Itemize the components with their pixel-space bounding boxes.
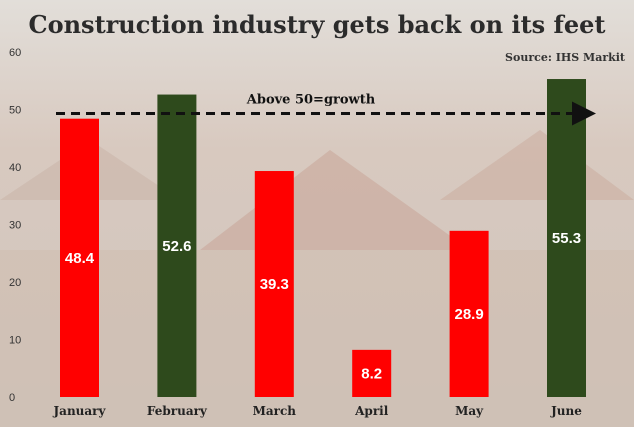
bar-value-label: 55.3 — [552, 230, 581, 247]
bar-value-label: 28.9 — [454, 306, 483, 323]
y-tick-label: 20 — [9, 277, 21, 289]
x-tick-label: February — [147, 404, 208, 418]
bar-january — [60, 118, 99, 397]
reference-line-label: Above 50=growth — [246, 93, 376, 108]
x-tick-label: May — [455, 404, 484, 418]
x-tick-label: March — [253, 404, 297, 418]
reference-line-group: Above 50=growth — [56, 93, 596, 126]
bar-value-label: 52.6 — [162, 238, 191, 255]
y-axis: 0 10 20 30 40 50 60 — [9, 47, 21, 404]
bar-may — [449, 230, 489, 397]
x-tick-label: April — [354, 404, 389, 418]
x-tick-label: January — [53, 404, 107, 418]
chart-title: Construction industry gets back on its f… — [29, 10, 606, 39]
bar-value-label: 8.2 — [361, 365, 382, 382]
y-tick-label: 50 — [9, 105, 21, 117]
bars: 48.4 52.6 39.3 8.2 28.9 55.3 — [60, 79, 586, 398]
bar-june — [547, 79, 586, 398]
bar-march — [254, 171, 294, 397]
bar-value-label: 48.4 — [65, 250, 95, 267]
bar-april — [352, 349, 392, 397]
bar-value-label: 39.3 — [260, 276, 289, 293]
y-tick-label: 60 — [9, 47, 21, 59]
x-axis: January February March April May June — [53, 404, 583, 418]
y-tick-label: 10 — [9, 335, 21, 347]
x-tick-label: June — [550, 404, 582, 418]
y-tick-label: 0 — [9, 392, 15, 404]
source-note: Source: IHS Markit — [505, 51, 626, 64]
y-tick-label: 30 — [9, 220, 21, 232]
y-tick-label: 40 — [9, 162, 21, 174]
bar-february — [157, 94, 197, 398]
